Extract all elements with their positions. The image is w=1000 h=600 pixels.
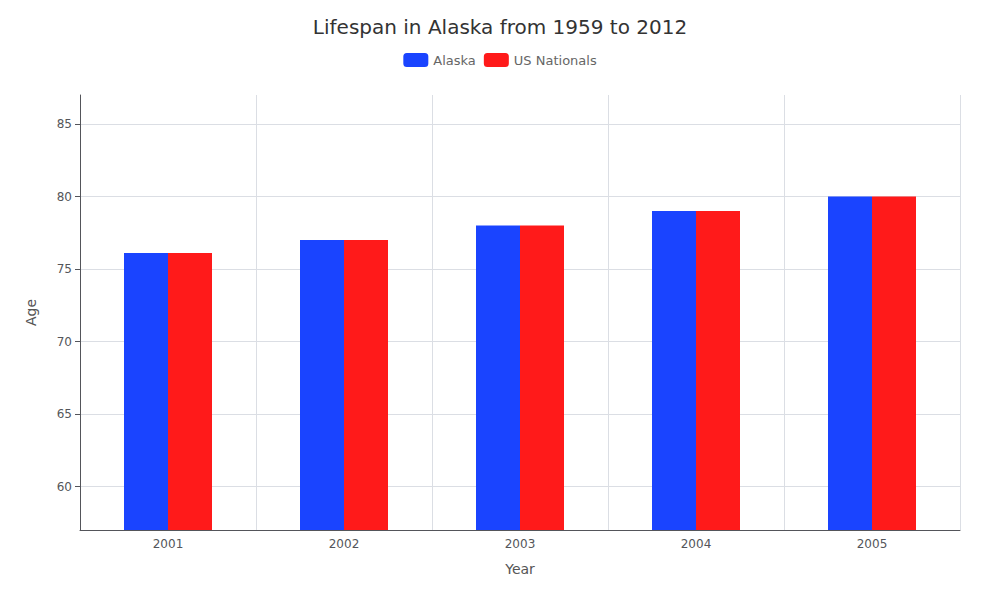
svg-text:80: 80 — [57, 190, 72, 204]
svg-text:65: 65 — [57, 407, 72, 421]
svg-text:Year: Year — [504, 561, 535, 577]
svg-text:Alaska: Alaska — [433, 53, 476, 68]
svg-text:Lifespan in Alaska from 1959 t: Lifespan in Alaska from 1959 to 2012 — [313, 15, 687, 39]
svg-text:2004: 2004 — [681, 537, 712, 551]
svg-text:60: 60 — [57, 480, 72, 494]
svg-text:US Nationals: US Nationals — [514, 53, 597, 68]
svg-text:85: 85 — [57, 117, 72, 131]
svg-text:2001: 2001 — [153, 537, 184, 551]
svg-text:2005: 2005 — [857, 537, 888, 551]
svg-text:75: 75 — [57, 262, 72, 276]
svg-text:2003: 2003 — [505, 537, 536, 551]
svg-text:Age: Age — [23, 299, 39, 326]
svg-text:2002: 2002 — [329, 537, 360, 551]
svg-text:70: 70 — [57, 335, 72, 349]
